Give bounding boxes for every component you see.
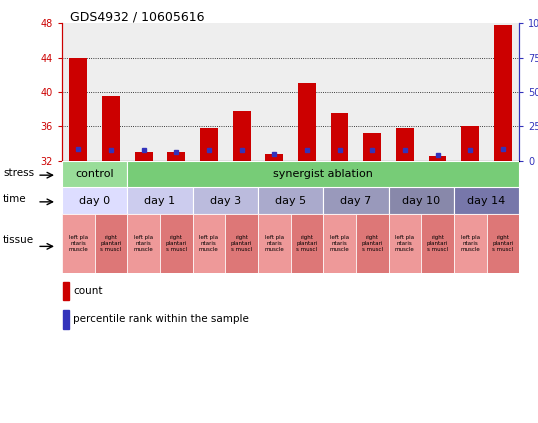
Bar xyxy=(258,214,291,273)
Bar xyxy=(388,187,454,214)
Bar xyxy=(193,214,225,273)
Bar xyxy=(134,152,152,161)
Bar xyxy=(127,214,160,273)
Text: right
plantari
s muscl: right plantari s muscl xyxy=(231,235,252,252)
Bar xyxy=(454,187,519,214)
Bar xyxy=(363,133,381,161)
Text: synergist ablation: synergist ablation xyxy=(273,169,373,179)
Bar xyxy=(265,154,283,161)
Text: left pla
ntaris
muscle: left pla ntaris muscle xyxy=(68,235,88,252)
Bar xyxy=(396,128,414,161)
Text: tissue: tissue xyxy=(3,236,34,245)
Bar xyxy=(63,310,69,329)
Text: right
plantari
s muscl: right plantari s muscl xyxy=(296,235,317,252)
Text: right
plantari
s muscl: right plantari s muscl xyxy=(166,235,187,252)
Text: stress: stress xyxy=(3,168,34,178)
Bar xyxy=(291,214,323,273)
Text: right
plantari
s muscl: right plantari s muscl xyxy=(362,235,383,252)
Text: day 3: day 3 xyxy=(210,195,240,206)
Bar xyxy=(429,157,447,161)
Text: right
plantari
s muscl: right plantari s muscl xyxy=(492,235,514,252)
Bar xyxy=(356,214,388,273)
Text: left pla
ntaris
muscle: left pla ntaris muscle xyxy=(395,235,415,252)
Text: left pla
ntaris
muscle: left pla ntaris muscle xyxy=(133,235,153,252)
Bar xyxy=(258,187,323,214)
Bar xyxy=(298,83,316,161)
Bar xyxy=(421,214,454,273)
Text: right
plantari
s muscl: right plantari s muscl xyxy=(427,235,448,252)
Text: day 5: day 5 xyxy=(275,195,306,206)
Bar xyxy=(127,187,193,214)
Bar xyxy=(95,214,127,273)
Text: count: count xyxy=(73,286,103,296)
Bar xyxy=(388,214,421,273)
Bar xyxy=(127,161,519,187)
Bar xyxy=(62,161,127,187)
Bar xyxy=(167,152,185,161)
Bar xyxy=(461,126,479,161)
Bar xyxy=(454,214,486,273)
Text: left pla
ntaris
muscle: left pla ntaris muscle xyxy=(461,235,480,252)
Text: day 7: day 7 xyxy=(340,195,371,206)
Bar xyxy=(486,214,519,273)
Bar xyxy=(225,214,258,273)
Bar xyxy=(160,214,193,273)
Text: control: control xyxy=(75,169,114,179)
Bar xyxy=(62,187,127,214)
Bar xyxy=(63,282,69,300)
Bar xyxy=(323,214,356,273)
Bar xyxy=(330,113,349,161)
Bar xyxy=(193,187,258,214)
Text: left pla
ntaris
muscle: left pla ntaris muscle xyxy=(264,235,284,252)
Text: day 10: day 10 xyxy=(402,195,440,206)
Text: time: time xyxy=(3,194,27,204)
Bar xyxy=(200,128,218,161)
Text: left pla
ntaris
muscle: left pla ntaris muscle xyxy=(199,235,219,252)
Text: percentile rank within the sample: percentile rank within the sample xyxy=(73,314,249,324)
Bar xyxy=(323,187,388,214)
Text: day 0: day 0 xyxy=(79,195,110,206)
Bar xyxy=(62,214,95,273)
Bar xyxy=(232,111,251,161)
Text: day 1: day 1 xyxy=(144,195,175,206)
Bar xyxy=(494,25,512,161)
Bar xyxy=(69,58,87,161)
Text: day 14: day 14 xyxy=(468,195,506,206)
Text: GDS4932 / 10605616: GDS4932 / 10605616 xyxy=(70,11,204,24)
Text: left pla
ntaris
muscle: left pla ntaris muscle xyxy=(330,235,349,252)
Bar xyxy=(102,96,120,161)
Text: right
plantari
s muscl: right plantari s muscl xyxy=(100,235,122,252)
